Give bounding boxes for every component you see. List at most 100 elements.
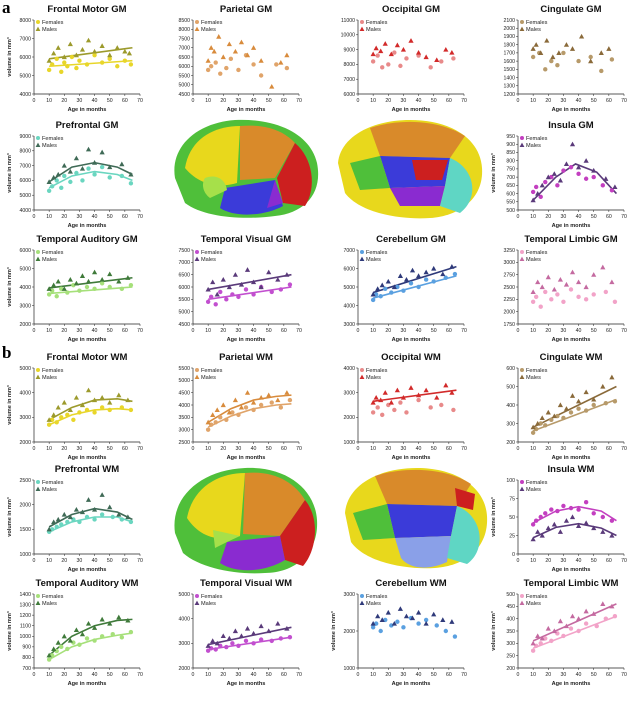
data-point-females (576, 406, 581, 411)
data-point-males (258, 623, 264, 629)
data-point-females (99, 164, 105, 170)
data-point-males (535, 420, 541, 426)
data-point-males (431, 611, 437, 617)
data-point-males (99, 395, 105, 400)
x-tick-label: 40 (251, 672, 257, 678)
data-point-females (99, 634, 105, 639)
data-point-females (236, 643, 241, 648)
data-point-females (398, 400, 403, 405)
data-point-males (557, 177, 563, 183)
x-tick-label: 60 (606, 672, 612, 678)
data-point-males (99, 149, 105, 155)
data-point-females (434, 623, 439, 628)
y-tick-label: 1000 (343, 440, 355, 446)
x-tick-label: 0 (517, 558, 520, 564)
data-point-males (284, 625, 290, 631)
data-point-males (539, 415, 545, 421)
data-point-males (208, 45, 214, 50)
data-point-males (609, 279, 615, 285)
data-point-males (205, 286, 211, 292)
x-tick-label: 0 (517, 328, 520, 334)
legend-label-females: Females (526, 594, 548, 600)
y-tick-label: 7000 (19, 36, 31, 42)
data-point-males (373, 395, 379, 400)
data-point-females (99, 281, 105, 286)
x-tick-label: 60 (122, 214, 128, 220)
x-tick-label: 20 (61, 98, 67, 104)
data-point-females (46, 657, 52, 662)
x-tick-label: 10 (205, 672, 211, 678)
data-point-males (551, 521, 557, 527)
y-tick-label: 1750 (503, 322, 515, 328)
x-tick-label: 0 (33, 214, 36, 220)
fit-line-males (373, 389, 457, 403)
data-point-females (583, 500, 589, 505)
y-axis-label: volume in mm³ (6, 497, 13, 537)
data-point-males (598, 50, 604, 55)
x-tick-label: 10 (46, 98, 52, 104)
data-point-males (600, 529, 606, 534)
x-tick-label: 50 (431, 672, 437, 678)
data-point-males (563, 623, 570, 629)
data-point-females (599, 68, 604, 74)
data-point-females (205, 299, 211, 304)
data-point-males (591, 272, 597, 277)
x-tick-label: 50 (107, 214, 113, 220)
data-point-males (91, 507, 98, 512)
data-point-females (380, 65, 385, 70)
data-point-females (600, 183, 605, 188)
data-point-females (568, 626, 574, 631)
legend-marker-females (520, 480, 524, 484)
y-tick-label: 650 (506, 183, 515, 189)
data-point-males (85, 387, 92, 393)
data-point-males (244, 390, 251, 395)
x-tick-label: 30 (401, 98, 407, 104)
data-point-males (423, 387, 429, 393)
data-point-males (612, 184, 618, 190)
legend-label-females: Females (366, 20, 388, 26)
data-point-females (92, 638, 97, 643)
data-point-females (431, 279, 436, 284)
data-point-females (603, 616, 609, 621)
data-point-males (99, 277, 105, 282)
legend-marker-females (36, 136, 40, 140)
data-point-males (99, 616, 105, 622)
data-point-males (73, 155, 79, 161)
x-tick-label: 50 (107, 98, 113, 104)
legend-label-males: Males (526, 375, 541, 381)
data-point-females (62, 60, 67, 65)
y-tick-label: 2500 (503, 285, 515, 291)
x-axis-label: Age in months (227, 337, 266, 343)
x-tick-label: 20 (220, 446, 226, 452)
y-tick-label: 6000 (178, 285, 190, 291)
x-tick-label: 10 (46, 672, 52, 678)
data-point-females (576, 507, 581, 512)
data-point-males (116, 614, 122, 620)
x-tick-label: 40 (251, 328, 257, 334)
y-tick-label: 5000 (178, 378, 190, 384)
data-point-females (49, 288, 55, 293)
legend-label-females: Females (526, 250, 548, 256)
chart-title: Parietal WM (219, 352, 273, 363)
data-point-males (51, 174, 57, 180)
data-point-females (408, 281, 414, 286)
y-tick-label: 1500 (19, 527, 31, 533)
legend-marker-females (195, 250, 199, 254)
data-point-males (600, 601, 606, 606)
data-point-males (588, 58, 594, 64)
data-point-females (443, 275, 449, 280)
data-point-females (404, 410, 409, 415)
data-point-females (603, 289, 609, 295)
data-point-males (539, 635, 545, 641)
x-tick-label: 30 (236, 98, 242, 104)
x-tick-label: 40 (576, 98, 582, 104)
data-point-males (545, 409, 551, 415)
chart-title: Temporal Limbic GM (524, 234, 617, 245)
x-axis-label: Age in months (392, 107, 431, 113)
y-tick-label: 1200 (503, 92, 515, 98)
legend-label-males: Males (201, 27, 216, 33)
data-point-males (370, 399, 376, 405)
data-point-males (55, 404, 61, 410)
data-point-males (258, 58, 264, 63)
x-tick-label: 60 (606, 328, 612, 334)
